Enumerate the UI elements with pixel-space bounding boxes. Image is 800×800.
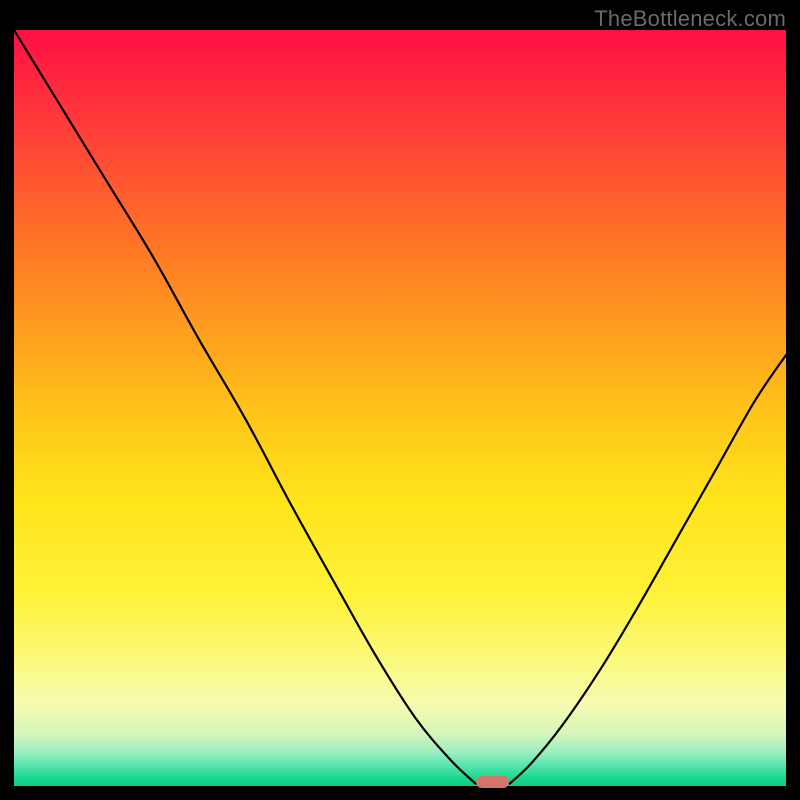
minimum-marker (476, 776, 508, 788)
chart-frame: TheBottleneck.com (0, 0, 800, 800)
curve-left-branch (14, 30, 476, 784)
watermark-text: TheBottleneck.com (594, 6, 786, 32)
curve-right-branch (510, 355, 786, 784)
plot-area (14, 30, 786, 786)
bottleneck-curve (14, 30, 786, 786)
